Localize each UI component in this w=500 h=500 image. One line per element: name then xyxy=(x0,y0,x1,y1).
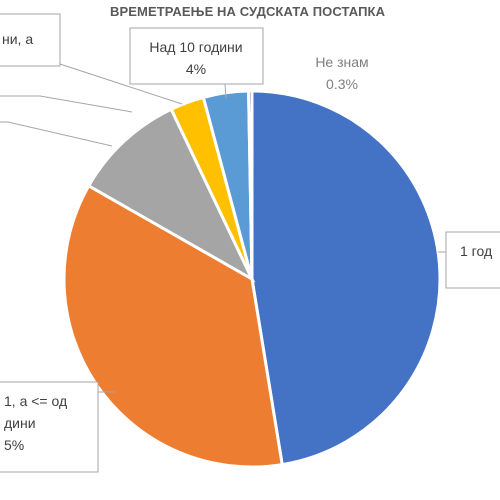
pie-slice-2 xyxy=(86,107,256,283)
slice-label-5-line-1: 0.3% xyxy=(326,76,358,92)
callout-box-3 xyxy=(0,13,61,67)
pie-slice-5 xyxy=(247,89,254,280)
callout-leader-3 xyxy=(59,63,183,105)
callout-leader-4 xyxy=(224,83,227,99)
callout-leader-2 xyxy=(0,121,113,147)
slice-label-3-line-0: ни, а xyxy=(2,31,33,47)
pie-slice-0 xyxy=(250,89,442,467)
slice-label-1-line-0: 1, а <= од xyxy=(4,393,67,409)
callout-leader-extra xyxy=(0,95,133,113)
chart-title: ВРЕМЕТРАЕЊЕ НА СУДСКАТА ПОСТАПКА xyxy=(110,4,386,19)
slice-label-4-line-0: Над 10 години xyxy=(149,39,242,55)
slice-label-1-line-2: 5% xyxy=(4,437,24,453)
slice-label-4-line-1: 4% xyxy=(186,61,206,77)
slice-label-1-line-1: дини xyxy=(4,415,36,431)
callout-box-4 xyxy=(129,27,264,85)
slice-label-5-line-0: Не знам xyxy=(315,54,368,70)
callout-box-1 xyxy=(0,381,99,473)
callout-box-0 xyxy=(445,231,500,289)
slice-label-0-line-0: 1 год xyxy=(460,243,492,259)
